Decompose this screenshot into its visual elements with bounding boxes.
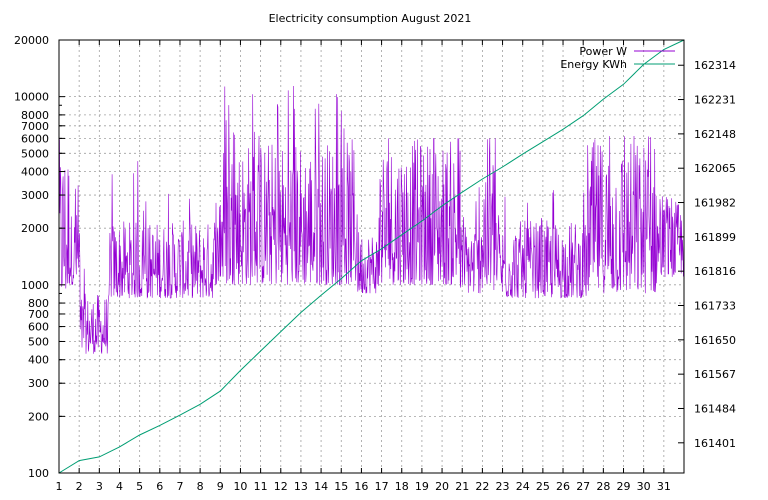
y-right-tick-label: 161733 — [694, 300, 736, 313]
x-tick-label: 17 — [375, 480, 389, 493]
y-left-tick-label: 4000 — [21, 166, 49, 179]
x-tick-label: 2 — [76, 480, 83, 493]
x-tick-label: 16 — [354, 480, 368, 493]
x-tick-label: 9 — [217, 480, 224, 493]
x-tick-label: 18 — [395, 480, 409, 493]
x-tick-label: 21 — [455, 480, 469, 493]
legend-label-power: Power W — [579, 45, 627, 58]
right-y-axis: 161401 161484 161567 161650 161733 161816 1618… — [678, 59, 736, 450]
y-left-tick-label: 1000 — [21, 279, 49, 292]
y-left-tick-label: 10000 — [14, 91, 49, 104]
y-left-tick-label: 20000 — [14, 34, 49, 47]
x-tick-label: 29 — [617, 480, 631, 493]
y-left-tick-label: 800 — [28, 297, 49, 310]
x-tick-label: 7 — [176, 480, 183, 493]
y-left-tick-label: 700 — [28, 308, 49, 321]
y-left-tick-label: 6000 — [21, 132, 49, 145]
legend: Power W Energy KWh — [560, 45, 675, 71]
y-right-tick-label: 161982 — [694, 197, 736, 210]
y-right-tick-label: 162065 — [694, 162, 736, 175]
y-right-tick-label: 161401 — [694, 437, 736, 450]
energy-line — [58, 39, 685, 474]
plot-frame — [58, 39, 685, 474]
x-tick-label: 12 — [274, 480, 288, 493]
y-left-tick-label: 500 — [28, 335, 49, 348]
legend-label-energy: Energy KWh — [560, 58, 627, 71]
x-tick-label: 27 — [576, 480, 590, 493]
energy-series — [58, 39, 685, 474]
x-tick-label: 23 — [496, 480, 510, 493]
y-left-tick-label: 200 — [28, 410, 49, 423]
y-left-tick-label: 8000 — [21, 109, 49, 122]
chart-title: Electricity consumption August 2021 — [269, 12, 472, 25]
x-tick-label: 15 — [334, 480, 348, 493]
y-right-tick-label: 161567 — [694, 368, 736, 381]
y-left-tick-label: 5000 — [21, 147, 49, 160]
x-axis: 1 2 3 4 5 6 7 8 9 10 11 12 13 14 15 16 17 18 19 20 21 22 23 24 2… — [56, 40, 671, 493]
x-tick-label: 10 — [233, 480, 247, 493]
x-tick-label: 30 — [637, 480, 651, 493]
x-tick-label: 31 — [657, 480, 671, 493]
x-tick-label: 20 — [435, 480, 449, 493]
y-left-tick-label: 600 — [28, 321, 49, 334]
x-tick-label: 28 — [596, 480, 610, 493]
power-line — [58, 85, 685, 354]
power-series — [58, 85, 685, 354]
x-tick-label: 3 — [96, 480, 103, 493]
y-right-tick-label: 162314 — [694, 59, 736, 72]
x-tick-label: 25 — [536, 480, 550, 493]
y-right-tick-label: 162231 — [694, 94, 736, 107]
x-tick-label: 11 — [254, 480, 268, 493]
y-right-tick-label: 162148 — [694, 128, 736, 141]
y-left-tick-label: 3000 — [21, 189, 49, 202]
y-left-tick-label: 100 — [28, 467, 49, 480]
x-tick-label: 1 — [56, 480, 63, 493]
y-right-tick-label: 161816 — [694, 265, 736, 278]
x-tick-label: 6 — [156, 480, 163, 493]
x-tick-label: 24 — [516, 480, 530, 493]
x-tick-label: 22 — [475, 480, 489, 493]
x-tick-label: 14 — [314, 480, 328, 493]
x-tick-label: 8 — [197, 480, 204, 493]
x-tick-label: 5 — [136, 480, 143, 493]
y-left-tick-label: 7000 — [21, 120, 49, 133]
x-tick-label: 4 — [116, 480, 123, 493]
y-left-tick-label: 300 — [28, 377, 49, 390]
x-tick-label: 19 — [415, 480, 429, 493]
y-right-tick-label: 161484 — [694, 402, 736, 415]
y-right-tick-label: 161650 — [694, 334, 736, 347]
y-left-tick-label: 400 — [28, 354, 49, 367]
x-tick-label: 13 — [294, 480, 308, 493]
x-tick-label: 26 — [556, 480, 570, 493]
y-left-tick-label: 2000 — [21, 222, 49, 235]
y-right-tick-label: 161899 — [694, 231, 736, 244]
